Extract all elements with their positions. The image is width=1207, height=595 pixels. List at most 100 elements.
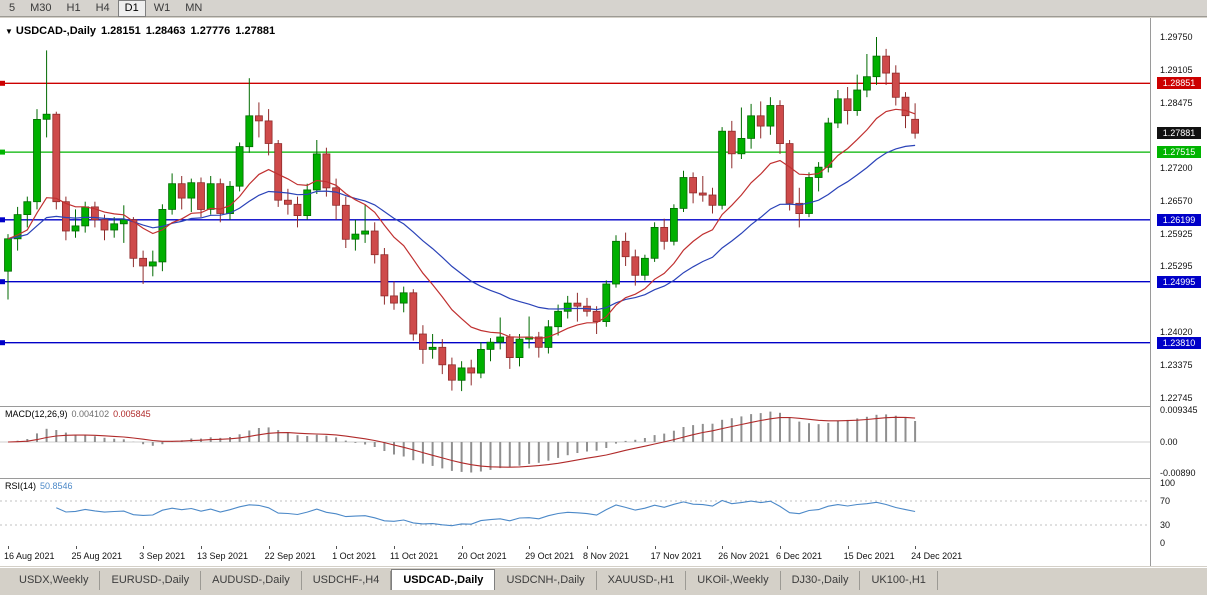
line-handle[interactable] xyxy=(0,217,5,223)
ohlc-low: 1.27776 xyxy=(190,25,231,37)
time-tick-mark xyxy=(394,546,395,549)
support-level-tag-blue-3: 1.23810 xyxy=(1157,336,1201,349)
time-tick-mark xyxy=(461,546,463,549)
price-tick-label: 1.25295 xyxy=(1160,261,1193,272)
time-axis-label: 11 Oct 2021 xyxy=(390,551,439,561)
price-tick-label: 1.26570 xyxy=(1160,195,1193,206)
line-handle[interactable] xyxy=(0,340,5,346)
macd-signal-line xyxy=(7,416,916,468)
rsi-line xyxy=(56,499,916,527)
time-tick-mark xyxy=(847,546,849,549)
timeframe-button-d1[interactable]: D1 xyxy=(117,0,146,17)
time-axis-label: 6 Dec 2021 xyxy=(776,551,823,561)
time-tick-mark xyxy=(654,546,656,549)
chart-dropdown-icon[interactable]: ▼ xyxy=(5,27,13,36)
price-tick-label: 1.25925 xyxy=(1160,228,1193,239)
chart-window: ▼ USDCAD-,Daily 1.28151 1.28463 1.27776 1.278… xyxy=(0,18,1207,566)
time-axis-label: 22 Sep 2021 xyxy=(264,551,316,561)
chart-tab-audusd-daily[interactable]: AUDUSD-,Daily xyxy=(201,571,302,590)
time-axis-label: 13 Sep 2021 xyxy=(197,551,249,561)
time-tick-mark xyxy=(780,546,781,549)
chart-tabs-bar: USDX,Weekly EURUSD-,Daily AUDUSD-,Daily USD… xyxy=(0,567,1207,590)
line-handle[interactable] xyxy=(0,149,5,155)
time-tick-mark xyxy=(268,546,270,549)
time-axis-label: 16 Aug 2021 xyxy=(4,551,55,561)
chart-title: ▼ USDCAD-,Daily 1.28151 1.28463 1.27776 1.278… xyxy=(5,25,275,37)
time-tick-mark xyxy=(336,546,338,549)
chart-tab-eurusd-daily[interactable]: EURUSD-,Daily xyxy=(100,571,202,590)
bottom-strip xyxy=(0,590,1207,595)
chart-tab-dj30-daily[interactable]: DJ30-,Daily xyxy=(781,571,861,590)
timeframe-button-h1[interactable]: H1 xyxy=(66,1,81,14)
support-level-tag-blue-1: 1.26199 xyxy=(1157,213,1201,226)
chart-symbol-period: USDCAD-,Daily xyxy=(15,25,96,37)
current-price-tag: 1.27881 xyxy=(1157,127,1201,140)
timeframe-button-mn[interactable]: MN xyxy=(185,1,203,14)
ma-fast-line xyxy=(7,108,916,340)
rsi-axis-label: 100 xyxy=(1160,478,1176,488)
time-axis-label: 15 Dec 2021 xyxy=(843,551,895,561)
time-tick-mark xyxy=(201,546,202,549)
price-chart-canvas[interactable] xyxy=(0,18,1150,546)
time-axis-label: 29 Oct 2021 xyxy=(525,551,575,561)
chart-tab-xauusd-h1[interactable]: XAUUSD-,H1 xyxy=(597,571,687,590)
price-tick-label: 1.22745 xyxy=(1160,392,1193,403)
time-axis-label: 20 Oct 2021 xyxy=(457,551,507,561)
time-axis-label: 26 Nov 2021 xyxy=(718,551,770,561)
price-axis[interactable]: 1.29750 1.29105 1.28475 1.27200 1.26570 1.259… xyxy=(1150,18,1207,566)
time-axis-label: 17 Nov 2021 xyxy=(650,551,702,561)
time-tick-mark xyxy=(8,546,9,549)
support-level-tag-blue-2: 1.24995 xyxy=(1157,275,1201,288)
macd-histogram xyxy=(16,411,917,473)
ohlc-close: 1.27881 xyxy=(235,25,276,37)
chart-tab-uk100-h1[interactable]: UK100-,H1 xyxy=(860,571,938,590)
macd-signal-value: 0.005845 xyxy=(113,409,151,419)
rsi-name: RSI(14) xyxy=(5,481,37,491)
time-tick-mark xyxy=(143,546,145,549)
rsi-axis-label: 0 xyxy=(1160,538,1166,548)
resistance-level-tag: 1.28851 xyxy=(1157,77,1201,90)
macd-indicator-label: MACD(12,26,9) 0.004102 0.005845 xyxy=(5,409,155,419)
chart-tab-usdcad-daily[interactable]: USDCAD-,Daily xyxy=(391,569,496,590)
time-tick-mark xyxy=(722,546,724,549)
price-tick-label: 1.24020 xyxy=(1160,326,1193,337)
time-axis[interactable]: 16 Aug 2021 25 Aug 2021 3 Sep 2021 13 Sep 2… xyxy=(0,546,1150,566)
time-tick-mark xyxy=(529,546,531,549)
chart-tab-usdcnh-daily[interactable]: USDCNH-,Daily xyxy=(495,571,597,590)
timeframe-toolbar: 5 M30 H1 H4 D1 W1 MN xyxy=(0,0,1207,17)
timeframe-button-w1[interactable]: W1 xyxy=(153,1,171,14)
line-handle[interactable] xyxy=(0,80,5,86)
rsi-axis-label: 70 xyxy=(1160,496,1171,506)
timeframe-button-5[interactable]: 5 xyxy=(9,1,16,14)
price-tick-label: 1.28475 xyxy=(1160,97,1193,108)
ohlc-high: 1.28463 xyxy=(145,25,186,37)
price-tick-label: 1.27200 xyxy=(1160,163,1193,174)
macd-axis-label: -0.00890 xyxy=(1160,467,1196,478)
time-axis-label: 3 Sep 2021 xyxy=(139,551,186,561)
chart-tab-usdchf-h4[interactable]: USDCHF-,H4 xyxy=(302,571,392,590)
price-tick-label: 1.29105 xyxy=(1160,65,1193,76)
chart-tab-ukoil-weekly[interactable]: UKOil-,Weekly xyxy=(686,571,781,590)
macd-name: MACD(12,26,9) xyxy=(5,409,68,419)
rsi-pane-separator[interactable] xyxy=(0,478,1207,479)
timeframe-button-m30[interactable]: M30 xyxy=(30,1,52,14)
macd-axis-label: 0.00 xyxy=(1160,437,1178,447)
rsi-value: 50.8546 xyxy=(40,481,73,491)
macd-main-value: 0.004102 xyxy=(71,409,110,419)
time-axis-label: 1 Oct 2021 xyxy=(332,551,377,561)
rsi-axis-label: 30 xyxy=(1160,520,1171,530)
chart-tab-usdx-weekly[interactable]: USDX,Weekly xyxy=(8,571,101,590)
time-axis-label: 25 Aug 2021 xyxy=(71,551,123,561)
time-tick-mark xyxy=(587,546,588,549)
rsi-indicator-label: RSI(14) 50.8546 xyxy=(5,481,77,491)
ma-slow-line xyxy=(7,144,916,311)
price-tick-label: 1.23375 xyxy=(1160,360,1193,371)
time-axis-label: 24 Dec 2021 xyxy=(911,551,963,561)
candles xyxy=(4,37,919,392)
time-axis-label: 8 Nov 2021 xyxy=(583,551,630,561)
line-handle[interactable] xyxy=(0,279,5,285)
time-tick-mark xyxy=(915,546,917,549)
time-tick-mark xyxy=(75,546,77,549)
timeframe-button-h4[interactable]: H4 xyxy=(95,1,110,14)
macd-pane-separator[interactable] xyxy=(0,406,1207,407)
